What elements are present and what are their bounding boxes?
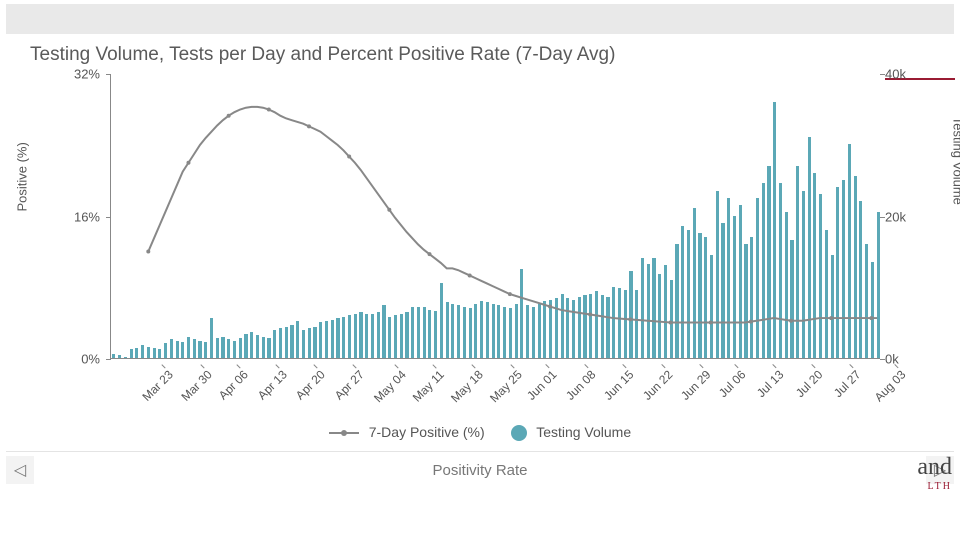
slide-label: Positivity Rate [34, 462, 926, 479]
legend-bar-label: Testing Volume [536, 424, 631, 440]
chart-title: Testing Volume, Tests per Day and Percen… [30, 44, 960, 66]
plot-area [110, 74, 880, 359]
positivity-line [111, 74, 880, 358]
legend-bar-swatch [511, 425, 527, 441]
legend-line-swatch [329, 425, 359, 441]
y-right-title: Testing Volume [951, 117, 960, 205]
y-right-labels: 0k20k40k [885, 74, 925, 359]
y-left-labels: 0%16%32% [60, 74, 100, 359]
slide-nav: ◁ Positivity Rate ▷ and LTH [6, 451, 954, 488]
prev-arrow[interactable]: ◁ [6, 456, 34, 484]
legend: 7-Day Positive (%) Testing Volume [0, 424, 960, 441]
x-tick-labels: Mar 23Mar 30Apr 06Apr 13Apr 20Apr 27May … [110, 364, 880, 424]
chart: Positive (%) Testing Volume 0%16%32% 0k2… [30, 74, 880, 424]
y-left-title: Positive (%) [15, 142, 30, 211]
header-bar [6, 4, 954, 34]
legend-line-label: 7-Day Positive (%) [369, 424, 485, 440]
brand-fragment: and LTH [917, 454, 952, 492]
